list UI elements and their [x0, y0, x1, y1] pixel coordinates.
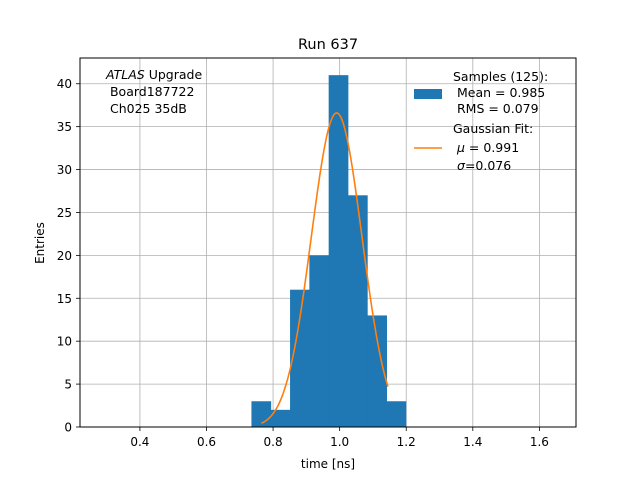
legend-hist-swatch — [414, 89, 442, 99]
annotation-line-3: Ch025 35dB — [106, 101, 187, 116]
histogram-bar — [347, 195, 368, 427]
annotation-upgrade: Upgrade — [145, 67, 203, 82]
legend-hist-mean: Mean = 0.985 — [453, 85, 545, 100]
legend-sigma-value: =0.076 — [465, 158, 511, 173]
y-tick-label: 5 — [64, 378, 72, 392]
y-tick-label: 20 — [57, 249, 72, 263]
annotation-line-2: Board187722 — [106, 84, 194, 99]
legend: Samples (125): Mean = 0.985 RMS = 0.079 … — [414, 69, 548, 173]
y-tick-label: 40 — [57, 77, 72, 91]
x-axis-label: time [ns] — [301, 457, 355, 471]
y-tick-label: 15 — [57, 292, 72, 306]
y-tick-label: 25 — [57, 206, 72, 220]
x-tick-label: 1.2 — [397, 435, 416, 449]
y-tick-label: 0 — [64, 421, 72, 435]
chart-title: Run 637 — [298, 37, 358, 53]
legend-hist-rms: RMS = 0.079 — [453, 101, 539, 116]
legend-mu-symbol: μ — [456, 140, 465, 155]
legend-sigma-symbol: σ — [457, 158, 466, 173]
histogram-bar — [367, 315, 387, 427]
legend-mu-value: = 0.991 — [465, 140, 519, 155]
y-axis-label: Entries — [33, 222, 47, 264]
x-tick-label: 0.6 — [197, 435, 216, 449]
x-tick-label: 1.6 — [530, 435, 549, 449]
y-tick-label: 35 — [57, 120, 72, 134]
y-tick-label: 30 — [57, 163, 72, 177]
gaussian-fit-curve — [261, 112, 389, 424]
annotation: ATLAS Upgrade Board187722 Ch025 35dB — [105, 67, 202, 116]
histogram-bar — [251, 401, 272, 427]
histogram-bars — [251, 75, 407, 428]
annotation-line-1: ATLAS Upgrade — [105, 67, 202, 82]
legend-fit-sigma: σ=0.076 — [457, 158, 511, 173]
axis-ticks: 0.4 0.6 0.8 1.0 1.2 1.4 1.6 0 5 10 15 20 25 30 35 40 — [57, 77, 549, 449]
histogram-bar — [290, 289, 310, 427]
legend-fit-mu: μ = 0.991 — [456, 140, 519, 155]
x-tick-label: 0.8 — [264, 435, 283, 449]
histogram-bar — [270, 409, 291, 427]
x-tick-label: 1.0 — [330, 435, 349, 449]
x-tick-label: 1.4 — [463, 435, 482, 449]
legend-hist-title: Samples (125): — [453, 69, 548, 84]
annotation-atlas: ATLAS — [105, 67, 145, 82]
x-tick-label: 0.4 — [130, 435, 149, 449]
histogram-bar — [386, 401, 407, 427]
y-tick-label: 10 — [57, 335, 72, 349]
legend-fit-title: Gaussian Fit: — [453, 121, 533, 136]
histogram-bar — [309, 255, 330, 427]
plot-frame — [79, 57, 577, 428]
histogram-bar — [328, 75, 349, 428]
